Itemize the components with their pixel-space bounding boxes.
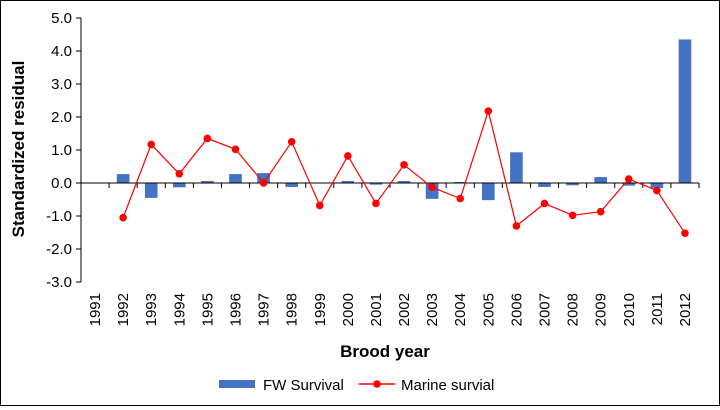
point-marine-survival (428, 183, 436, 192)
point-marine-survival (344, 152, 352, 160)
bar-fw-survival (510, 152, 523, 183)
x-tick-label: 2008 (565, 293, 582, 326)
point-marine-survival (512, 222, 521, 230)
axes (80, 18, 700, 282)
bar-fw-survival (650, 183, 664, 188)
x-tick-label: 2004 (452, 293, 469, 326)
bar-fw-survival (678, 39, 692, 184)
x-tick-label: 1993 (143, 293, 160, 326)
legend: FW Survival Marine survial (219, 377, 494, 394)
bar-fw-survival (229, 174, 242, 183)
point-marine-survival (315, 201, 324, 210)
x-tick-label: 1996 (228, 293, 245, 326)
bar-fw-survival (341, 181, 355, 183)
y-tick-label: 0.0 (51, 175, 72, 192)
bar-fw-survival (566, 183, 579, 186)
x-tick-label: 2012 (677, 293, 694, 326)
bar-fw-survival (172, 183, 186, 188)
bar-fw-survival (285, 183, 299, 187)
x-tick-label: 2001 (368, 293, 385, 326)
x-tick-label: 2007 (537, 293, 554, 326)
point-marine-survival (231, 145, 240, 154)
y-tick-label: -2.0 (46, 241, 72, 258)
x-tick-label: 2009 (593, 293, 610, 326)
point-marine-survival (653, 186, 661, 195)
point-marine-survival (596, 207, 605, 216)
point-marine-survival (456, 194, 465, 203)
y-tick-label: -1.0 (46, 208, 72, 225)
bar-fw-survival (144, 183, 158, 198)
point-marine-survival (147, 140, 156, 149)
x-tick-label: 1998 (284, 293, 301, 326)
point-marine-survival (119, 213, 127, 222)
y-tick-label: 5.0 (51, 10, 72, 27)
y-tick-label: 2.0 (51, 109, 72, 126)
legend-swatch-fw-survival (219, 380, 255, 388)
y-axis-title: Standardized residual (9, 61, 28, 238)
x-tick-label: 1994 (171, 293, 188, 326)
bar-fw-survival (201, 181, 214, 183)
x-tick-label: 2010 (621, 293, 638, 326)
point-marine-survival (400, 161, 408, 169)
x-tick-label: 1995 (199, 293, 216, 326)
bar-fw-survival (481, 183, 495, 201)
bar-fw-survival (538, 183, 551, 187)
point-marine-survival (203, 134, 212, 143)
x-tick-label: 2002 (396, 293, 413, 326)
y-tick-label: 3.0 (51, 76, 72, 93)
x-tick-label: 1992 (115, 293, 132, 326)
x-axis-ticks: 1991 1992 1993 1994 1995 1996 1997 1998 1999 2000… (87, 293, 694, 326)
legend-marker-marine-survival (373, 380, 381, 388)
x-axis-title: Brood year (340, 342, 430, 361)
bar-fw-survival (116, 174, 130, 183)
y-tick-label: -3.0 (46, 274, 72, 291)
point-marine-survival (568, 211, 577, 220)
x-tick-label: 2000 (340, 293, 357, 326)
bar-fw-survival (622, 183, 636, 186)
legend-label-marine-survival: Marine survial (401, 377, 494, 394)
bar-fw-survival (397, 181, 411, 183)
point-marine-survival (372, 199, 380, 208)
bar-fw-survival (257, 173, 270, 183)
point-marine-survival (540, 199, 549, 208)
point-marine-survival (624, 175, 633, 183)
x-tick-label: 2006 (508, 293, 525, 326)
marine-survival-line (119, 107, 689, 237)
legend-label-fw-survival: FW Survival (263, 377, 344, 394)
x-tick-label: 2011 (649, 293, 666, 325)
x-tick-label: 2003 (424, 293, 441, 326)
fw-survival-bars (116, 39, 692, 201)
point-marine-survival (175, 169, 184, 178)
y-tick-label: 1.0 (51, 142, 72, 159)
bar-fw-survival (369, 183, 383, 185)
x-tick-label: 1997 (256, 293, 273, 326)
x-tick-label: 1991 (87, 293, 104, 326)
y-tick-label: 4.0 (51, 43, 72, 60)
x-tick-label: 1999 (312, 293, 329, 326)
point-marine-survival (259, 179, 268, 187)
x-tick-label: 2005 (480, 293, 497, 326)
point-marine-survival (681, 229, 689, 237)
y-axis-ticks: 5.0 4.0 3.0 2.0 1.0 0.0 -1.0 -2.0 -3.0 (46, 10, 81, 291)
bar-fw-survival (594, 177, 608, 183)
point-marine-survival (287, 137, 296, 146)
point-marine-survival (484, 107, 493, 115)
